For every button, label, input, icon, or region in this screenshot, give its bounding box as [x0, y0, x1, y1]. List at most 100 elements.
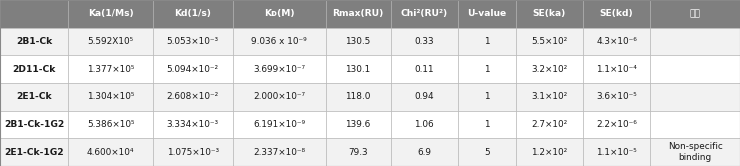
Text: Kᴅ(M): Kᴅ(M)	[264, 9, 295, 18]
Text: 2B1-Ck: 2B1-Ck	[16, 37, 53, 46]
Text: 118.0: 118.0	[346, 92, 371, 101]
Bar	[326, 83, 391, 111]
Bar	[391, 138, 458, 166]
Text: 비고: 비고	[690, 9, 701, 18]
Bar	[583, 138, 650, 166]
Bar	[0, 111, 68, 138]
Text: 1.075×10⁻³: 1.075×10⁻³	[166, 148, 219, 157]
Text: 3.334×10⁻³: 3.334×10⁻³	[166, 120, 219, 129]
Bar	[458, 83, 516, 111]
Text: Non-specific
binding: Non-specific binding	[667, 142, 722, 162]
Text: 2D11-Ck: 2D11-Ck	[13, 65, 55, 74]
Bar	[153, 28, 232, 55]
Text: 2.7×10²: 2.7×10²	[531, 120, 568, 129]
Bar	[516, 138, 583, 166]
Text: 2.608×10⁻²: 2.608×10⁻²	[166, 92, 219, 101]
Text: 2E1-Ck: 2E1-Ck	[16, 92, 52, 101]
Bar	[650, 0, 740, 28]
Bar	[326, 55, 391, 83]
Bar	[68, 0, 153, 28]
Bar	[458, 55, 516, 83]
Text: 5.053×10⁻³: 5.053×10⁻³	[166, 37, 219, 46]
Text: 1: 1	[484, 92, 490, 101]
Text: 3.699×10⁻⁷: 3.699×10⁻⁷	[253, 65, 305, 74]
Text: 4.3×10⁻⁶: 4.3×10⁻⁶	[596, 37, 637, 46]
Bar	[583, 28, 650, 55]
Bar	[391, 111, 458, 138]
Bar	[68, 55, 153, 83]
Text: 1.2×10²: 1.2×10²	[531, 148, 568, 157]
Bar	[391, 0, 458, 28]
Text: 5.592X10⁵: 5.592X10⁵	[87, 37, 134, 46]
Bar	[232, 55, 326, 83]
Bar	[458, 111, 516, 138]
Text: 2B1-Ck-1G2: 2B1-Ck-1G2	[4, 120, 64, 129]
Bar	[516, 28, 583, 55]
Text: 0.33: 0.33	[414, 37, 434, 46]
Text: 3.1×10²: 3.1×10²	[531, 92, 568, 101]
Bar	[650, 55, 740, 83]
Bar	[516, 83, 583, 111]
Bar	[153, 111, 232, 138]
Bar	[153, 0, 232, 28]
Bar	[232, 111, 326, 138]
Text: 5: 5	[484, 148, 490, 157]
Text: 1.1×10⁻⁴: 1.1×10⁻⁴	[596, 65, 637, 74]
Text: 9.036 x 10⁻⁹: 9.036 x 10⁻⁹	[252, 37, 307, 46]
Bar	[458, 0, 516, 28]
Text: 5.094×10⁻²: 5.094×10⁻²	[166, 65, 219, 74]
Bar	[391, 28, 458, 55]
Bar	[650, 138, 740, 166]
Text: Kd(1/s): Kd(1/s)	[175, 9, 211, 18]
Bar	[0, 83, 68, 111]
Text: 130.1: 130.1	[346, 65, 371, 74]
Bar	[153, 55, 232, 83]
Bar	[583, 55, 650, 83]
Bar	[650, 83, 740, 111]
Text: 2E1-Ck-1G2: 2E1-Ck-1G2	[4, 148, 64, 157]
Bar	[68, 111, 153, 138]
Bar	[326, 138, 391, 166]
Text: Rmax(RU): Rmax(RU)	[332, 9, 384, 18]
Text: 0.11: 0.11	[414, 65, 434, 74]
Bar	[0, 28, 68, 55]
Text: 1.377×10⁵: 1.377×10⁵	[87, 65, 134, 74]
Text: Chi²(RU²): Chi²(RU²)	[400, 9, 448, 18]
Text: U-value: U-value	[467, 9, 506, 18]
Bar	[583, 111, 650, 138]
Text: 4.600×10⁴: 4.600×10⁴	[87, 148, 135, 157]
Bar	[326, 0, 391, 28]
Bar	[516, 0, 583, 28]
Bar	[583, 0, 650, 28]
Text: 1.304×10⁵: 1.304×10⁵	[87, 92, 134, 101]
Text: 130.5: 130.5	[346, 37, 371, 46]
Text: 5.386×10⁵: 5.386×10⁵	[87, 120, 135, 129]
Bar	[583, 83, 650, 111]
Text: 1: 1	[484, 120, 490, 129]
Bar	[232, 28, 326, 55]
Text: 1.1×10⁻⁵: 1.1×10⁻⁵	[596, 148, 637, 157]
Bar	[516, 111, 583, 138]
Bar	[326, 28, 391, 55]
Bar	[68, 28, 153, 55]
Bar	[0, 138, 68, 166]
Bar	[68, 138, 153, 166]
Text: SE(ka): SE(ka)	[533, 9, 566, 18]
Bar	[232, 0, 326, 28]
Text: 0.94: 0.94	[414, 92, 434, 101]
Bar	[232, 138, 326, 166]
Bar	[650, 28, 740, 55]
Bar	[391, 55, 458, 83]
Bar	[232, 83, 326, 111]
Bar	[326, 111, 391, 138]
Text: 6.9: 6.9	[417, 148, 431, 157]
Text: 3.2×10²: 3.2×10²	[531, 65, 568, 74]
Bar	[0, 0, 68, 28]
Text: 1: 1	[484, 65, 490, 74]
Bar	[458, 28, 516, 55]
Text: 2.2×10⁻⁶: 2.2×10⁻⁶	[596, 120, 637, 129]
Text: 5.5×10²: 5.5×10²	[531, 37, 568, 46]
Bar	[516, 55, 583, 83]
Bar	[458, 138, 516, 166]
Bar	[153, 83, 232, 111]
